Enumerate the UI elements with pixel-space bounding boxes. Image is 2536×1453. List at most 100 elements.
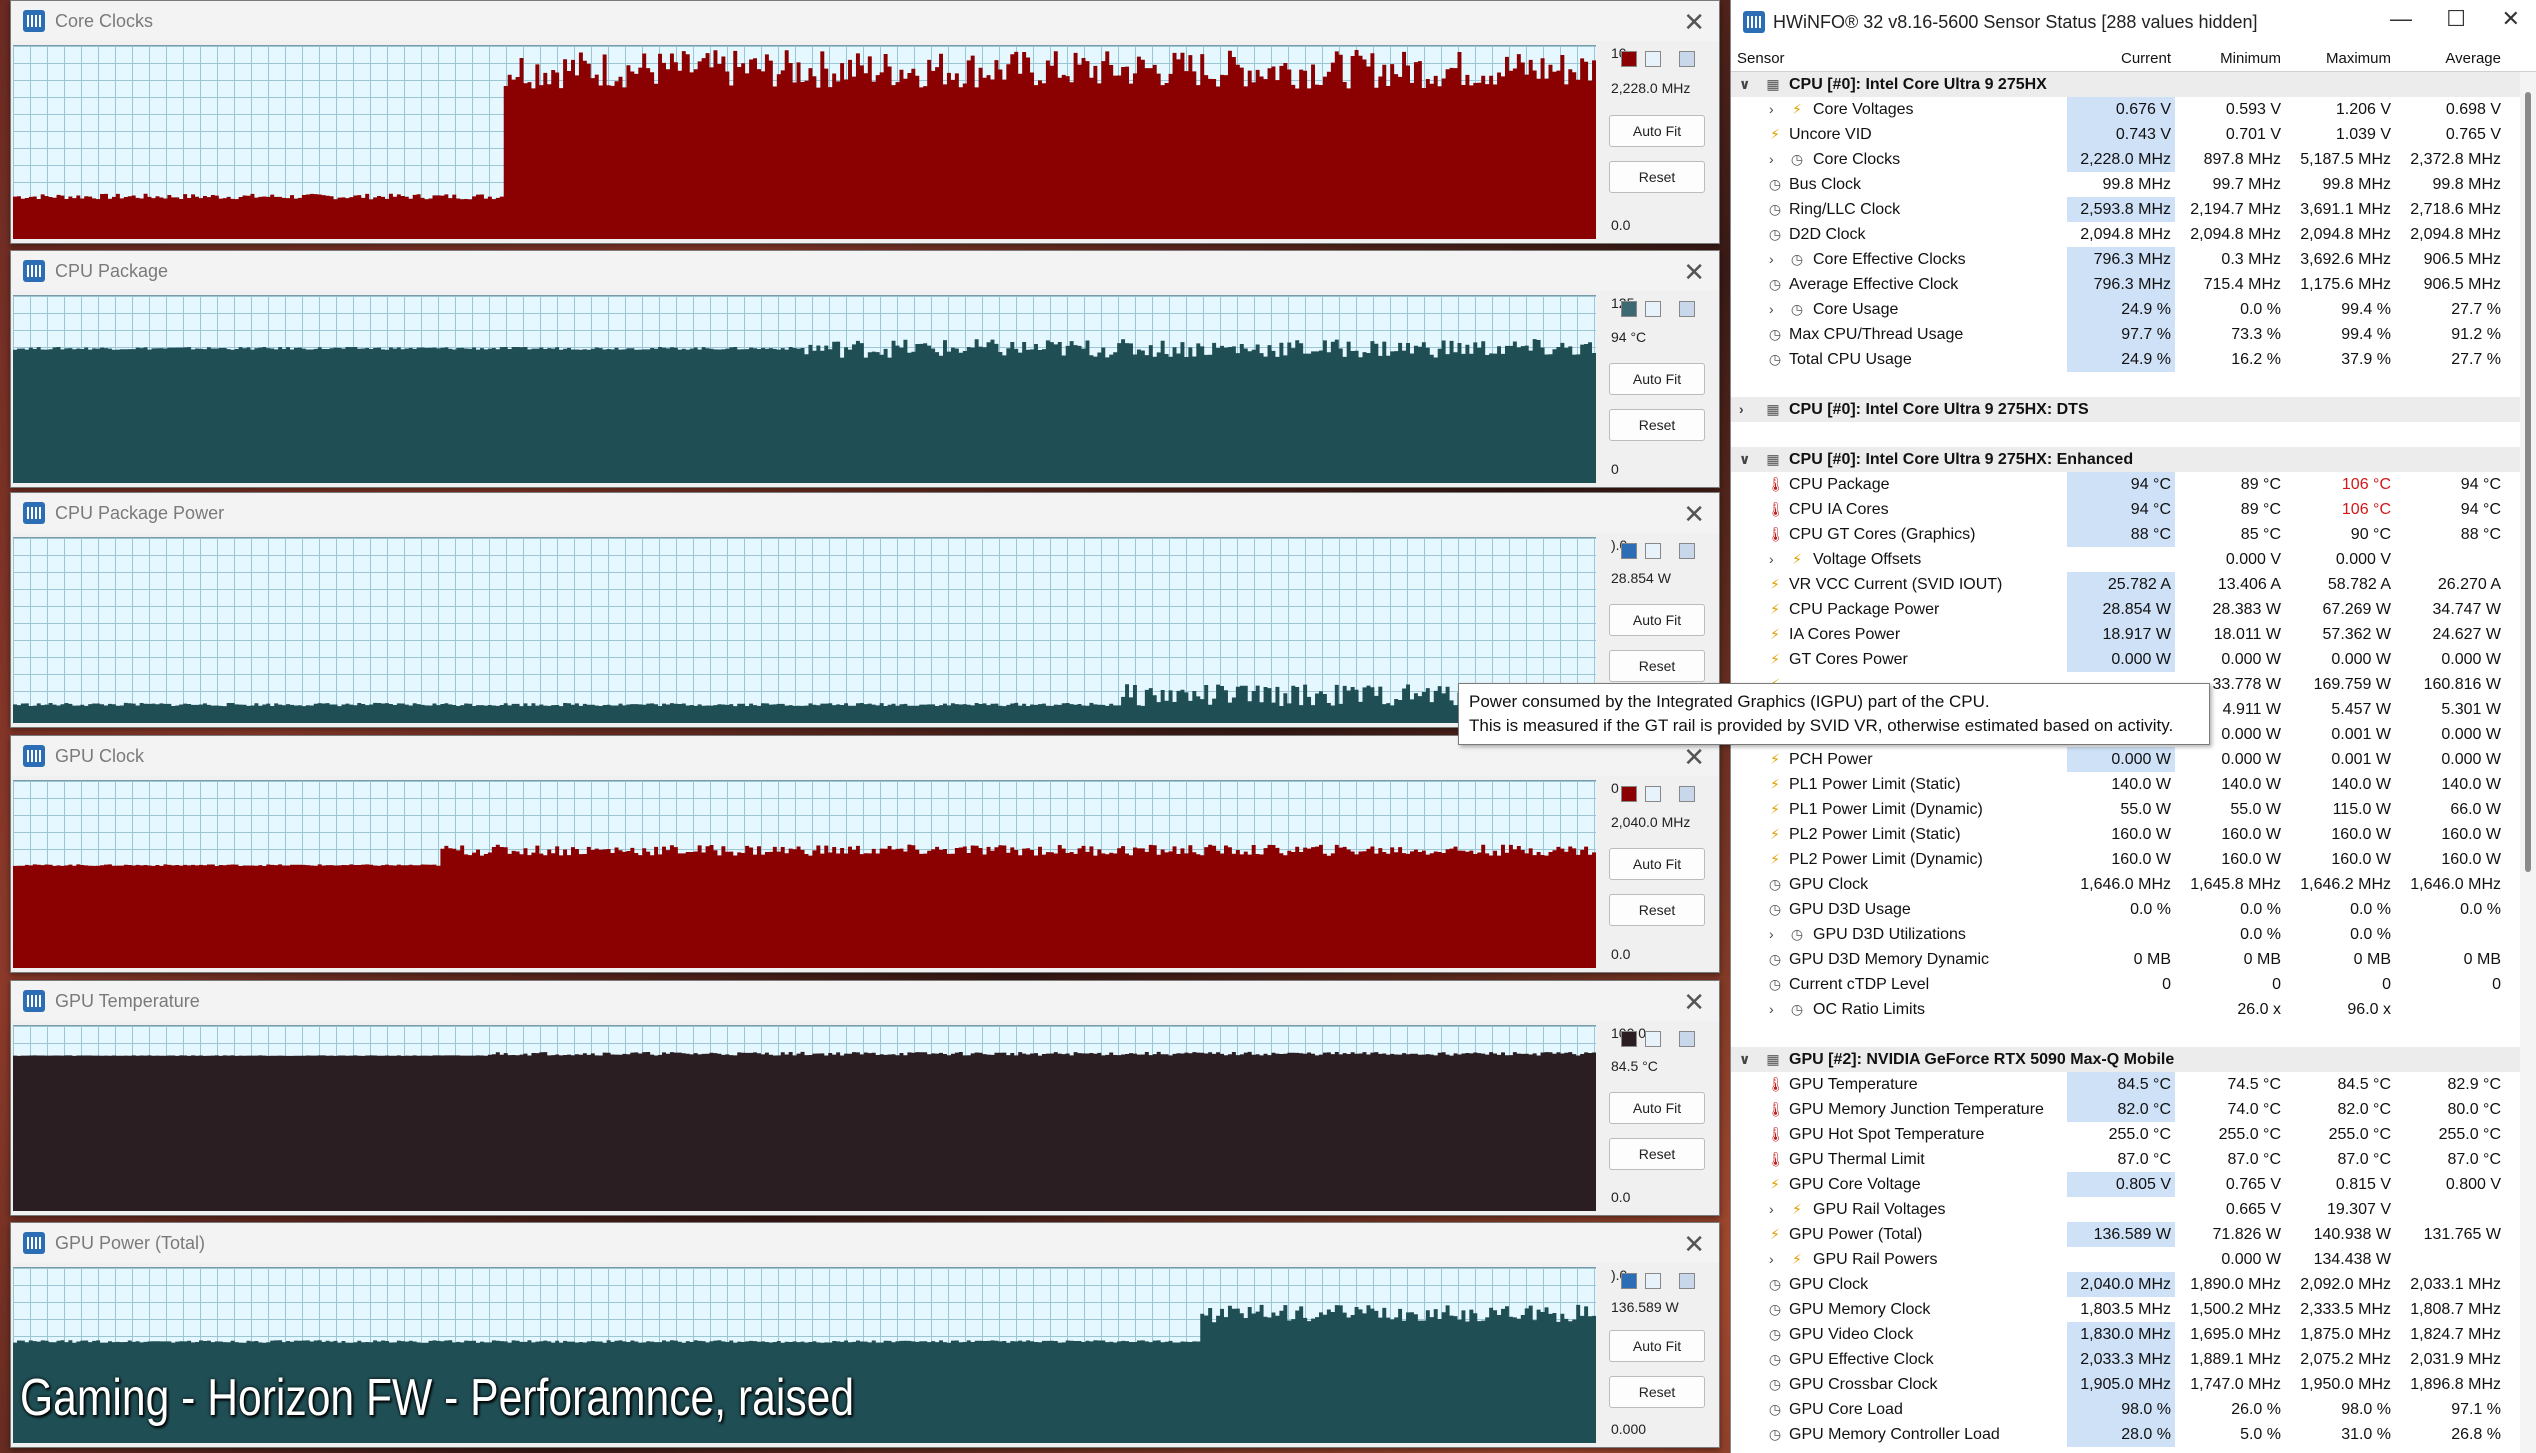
chevron-right-icon[interactable]: ›: [1769, 1201, 1774, 1217]
close-icon[interactable]: ✕: [1683, 499, 1705, 529]
sensor-row[interactable]: 🌡 GPU Memory Junction Temperature 82.0 °C 7…: [1731, 1097, 2520, 1122]
grid-color-swatch[interactable]: [1679, 51, 1695, 67]
reset-button[interactable]: Reset: [1609, 894, 1705, 926]
sensor-row[interactable]: ◷ GPU Effective Clock 2,033.3 MHz 1,889.1 M…: [1731, 1347, 2520, 1372]
close-icon[interactable]: ✕: [2501, 6, 2520, 31]
sensor-row[interactable]: ◷ GPU Clock 1,646.0 MHz 1,645.8 MHz 1,646.2 …: [1731, 872, 2520, 897]
sensor-row[interactable]: 🌡 GPU Hot Spot Temperature 255.0 °C 255.0 °…: [1731, 1122, 2520, 1147]
background-color-swatch[interactable]: [1645, 1273, 1661, 1289]
series-color-swatch[interactable]: [1621, 543, 1637, 559]
background-color-swatch[interactable]: [1645, 51, 1661, 67]
sensor-row[interactable]: › ◷ Core Usage 24.9 % 0.0 % 99.4 % 27.7 %: [1731, 297, 2520, 322]
sensor-row[interactable]: › ◷ Core Effective Clocks 796.3 MHz 0.3 MHz 3…: [1731, 247, 2520, 272]
background-color-swatch[interactable]: [1645, 786, 1661, 802]
sensor-row[interactable]: › ◷ GPU D3D Utilizations 0.0 % 0.0 %: [1731, 922, 2520, 947]
sensor-row[interactable]: ◷ GPU Core Load 98.0 % 26.0 % 98.0 % 97.1 %: [1731, 1397, 2520, 1422]
graph-titlebar[interactable]: GPU Temperature: [11, 981, 1719, 1021]
auto-fit-button[interactable]: Auto Fit: [1609, 1330, 1705, 1362]
sensor-row[interactable]: › ⚡ GPU Rail Voltages 0.665 V 19.307 V: [1731, 1197, 2520, 1222]
sensor-row[interactable]: ⚡ PL2 Power Limit (Static) 160.0 W 160.0 W 1…: [1731, 822, 2520, 847]
sensor-row[interactable]: ⚡ PL1 Power Limit (Dynamic) 55.0 W 55.0 W 11…: [1731, 797, 2520, 822]
auto-fit-button[interactable]: Auto Fit: [1609, 1092, 1705, 1124]
auto-fit-button[interactable]: Auto Fit: [1609, 363, 1705, 395]
graph-window[interactable]: GPU Power (Total) ✕ ).0 136.589 W Auto F…: [10, 1222, 1720, 1448]
sensor-row[interactable]: 🌡 GPU Thermal Limit 87.0 °C 87.0 °C 87.0 °C 8…: [1731, 1147, 2520, 1172]
vertical-scrollbar[interactable]: [2520, 72, 2536, 1453]
reset-button[interactable]: Reset: [1609, 1376, 1705, 1408]
background-color-swatch[interactable]: [1645, 301, 1661, 317]
sensor-row[interactable]: ◷ Average Effective Clock 796.3 MHz 715.4 M…: [1731, 272, 2520, 297]
chevron-right-icon[interactable]: ›: [1769, 101, 1774, 117]
sensor-row[interactable]: ◷ GPU Memory Clock 1,803.5 MHz 1,500.2 MHz 2…: [1731, 1297, 2520, 1322]
sensor-row[interactable]: 🌡 GPU Temperature 84.5 °C 74.5 °C 84.5 °C 82.…: [1731, 1072, 2520, 1097]
sensor-group-header[interactable]: ∨ ▦ GPU [#2]: NVIDIA GeForce RTX 5090 Ma…: [1731, 1047, 2520, 1072]
reset-button[interactable]: Reset: [1609, 650, 1705, 682]
sensor-row[interactable]: ◷ GPU Video Clock 1,830.0 MHz 1,695.0 MHz 1,…: [1731, 1322, 2520, 1347]
chevron-right-icon[interactable]: ›: [1769, 301, 1774, 317]
series-color-swatch[interactable]: [1621, 1031, 1637, 1047]
graph-window[interactable]: CPU Package ✕ 125 94 °C Auto Fit Reset 0: [10, 250, 1720, 488]
sensor-row[interactable]: ◷ Max CPU/Thread Usage 97.7 % 73.3 % 99.4 % 9…: [1731, 322, 2520, 347]
sensor-row[interactable]: ⚡ VR VCC Current (SVID IOUT) 25.782 A 13.40…: [1731, 572, 2520, 597]
sensor-row[interactable]: ⚡ IA Cores Power 18.917 W 18.011 W 57.362 W 2…: [1731, 622, 2520, 647]
series-color-swatch[interactable]: [1621, 786, 1637, 802]
chevron-right-icon[interactable]: ›: [1769, 1001, 1774, 1017]
graph-window[interactable]: CPU Package Power ✕ ).0 28.854 W Auto Fi…: [10, 492, 1720, 728]
sensor-group-header[interactable]: ∨ ▦ CPU [#0]: Intel Core Ultra 9 275HX: [1731, 72, 2520, 97]
close-icon[interactable]: ✕: [1683, 257, 1705, 287]
col-average[interactable]: Average: [2445, 50, 2501, 67]
grid-color-swatch[interactable]: [1679, 1273, 1695, 1289]
sensor-row[interactable]: › ◷ OC Ratio Limits 26.0 x 96.0 x: [1731, 997, 2520, 1022]
sensor-group-header[interactable]: ∨ ▦ CPU [#0]: Intel Core Ultra 9 275HX: …: [1731, 447, 2520, 472]
col-minimum[interactable]: Minimum: [2220, 50, 2281, 67]
sensor-row[interactable]: 🌡 CPU IA Cores 94 °C 89 °C 106 °C 94 °C: [1731, 497, 2520, 522]
close-icon[interactable]: ✕: [1683, 987, 1705, 1017]
sensor-row[interactable]: ⚡ PL1 Power Limit (Static) 140.0 W 140.0 W 1…: [1731, 772, 2520, 797]
col-sensor[interactable]: Sensor: [1737, 50, 1785, 67]
sensor-row[interactable]: › ⚡ GPU Rail Powers 0.000 W 134.438 W: [1731, 1247, 2520, 1272]
reset-button[interactable]: Reset: [1609, 161, 1705, 193]
sensor-row[interactable]: 🌡 CPU Package 94 °C 89 °C 106 °C 94 °C: [1731, 472, 2520, 497]
sensor-row[interactable]: ◷ Total CPU Usage 24.9 % 16.2 % 37.9 % 27.7 %: [1731, 347, 2520, 372]
chevron-right-icon[interactable]: ›: [1769, 251, 1774, 267]
sensor-group-header[interactable]: › ▦ CPU [#0]: Intel Core Ultra 9 275HX: …: [1731, 397, 2520, 422]
grid-color-swatch[interactable]: [1679, 301, 1695, 317]
sensor-row[interactable]: 🌡 CPU GT Cores (Graphics) 88 °C 85 °C 90 °C 8…: [1731, 522, 2520, 547]
sensor-row[interactable]: › ◷ Core Clocks 2,228.0 MHz 897.8 MHz 5,187.5…: [1731, 147, 2520, 172]
graph-window[interactable]: GPU Temperature ✕ 100.0 84.5 °C Auto Fit…: [10, 980, 1720, 1216]
sensor-row[interactable]: ◷ Bus Clock 99.8 MHz 99.7 MHz 99.8 MHz 99.8 M…: [1731, 172, 2520, 197]
sensor-row[interactable]: › ⚡ Core Voltages 0.676 V 0.593 V 1.206 V 0.69…: [1731, 97, 2520, 122]
sensor-row[interactable]: ⚡ Uncore VID 0.743 V 0.701 V 1.039 V 0.765 V: [1731, 122, 2520, 147]
chevron-down-icon[interactable]: ∨: [1739, 1051, 1751, 1067]
grid-color-swatch[interactable]: [1679, 543, 1695, 559]
chevron-right-icon[interactable]: ›: [1769, 926, 1774, 942]
sensor-row[interactable]: ⚡4.911 W5.457 W5.301 W: [1731, 697, 2520, 722]
sensor-row[interactable]: ◷ GPU D3D Memory Dynamic 0 MB 0 MB 0 MB 0 MB: [1731, 947, 2520, 972]
auto-fit-button[interactable]: Auto Fit: [1609, 604, 1705, 636]
col-current[interactable]: Current: [2121, 50, 2172, 67]
close-icon[interactable]: ✕: [1683, 7, 1705, 37]
chevron-right-icon[interactable]: ›: [1769, 151, 1774, 167]
graph-titlebar[interactable]: CPU Package Power: [11, 493, 1719, 533]
auto-fit-button[interactable]: Auto Fit: [1609, 115, 1705, 147]
background-color-swatch[interactable]: [1645, 543, 1661, 559]
sensor-row[interactable]: ◷ Current cTDP Level 0 0 0 0: [1731, 972, 2520, 997]
sensor-row[interactable]: ◷ Ring/LLC Clock 2,593.8 MHz 2,194.7 MHz 3,6…: [1731, 197, 2520, 222]
sensor-row[interactable]: ◷ GPU Clock 2,040.0 MHz 1,890.0 MHz 2,092.0 …: [1731, 1272, 2520, 1297]
reset-button[interactable]: Reset: [1609, 409, 1705, 441]
minimize-icon[interactable]: —: [2390, 6, 2412, 31]
maximize-icon[interactable]: ☐: [2446, 6, 2466, 31]
grid-color-swatch[interactable]: [1679, 786, 1695, 802]
grid-color-swatch[interactable]: [1679, 1031, 1695, 1047]
graph-titlebar[interactable]: GPU Clock: [11, 736, 1719, 776]
graph-titlebar[interactable]: GPU Power (Total): [11, 1223, 1719, 1263]
sensor-row[interactable]: ⚡ GPU Power (Total) 136.589 W 71.826 W 140.9…: [1731, 1222, 2520, 1247]
sensor-row[interactable]: ◷ GPU Crossbar Clock 1,905.0 MHz 1,747.0 MH…: [1731, 1372, 2520, 1397]
chevron-right-icon[interactable]: ›: [1769, 1251, 1774, 1267]
reset-button[interactable]: Reset: [1609, 1138, 1705, 1170]
chevron-right-icon[interactable]: ›: [1739, 401, 1744, 417]
chevron-down-icon[interactable]: ∨: [1739, 76, 1751, 92]
sensor-row[interactable]: ⚡ GT Cores Power 0.000 W 0.000 W 0.000 W 0.00…: [1731, 647, 2520, 672]
sensor-row[interactable]: ⚡ PCH Power 0.000 W 0.000 W 0.001 W 0.000 W: [1731, 747, 2520, 772]
sensor-row[interactable]: › ⚡ Voltage Offsets 0.000 V 0.000 V: [1731, 547, 2520, 572]
